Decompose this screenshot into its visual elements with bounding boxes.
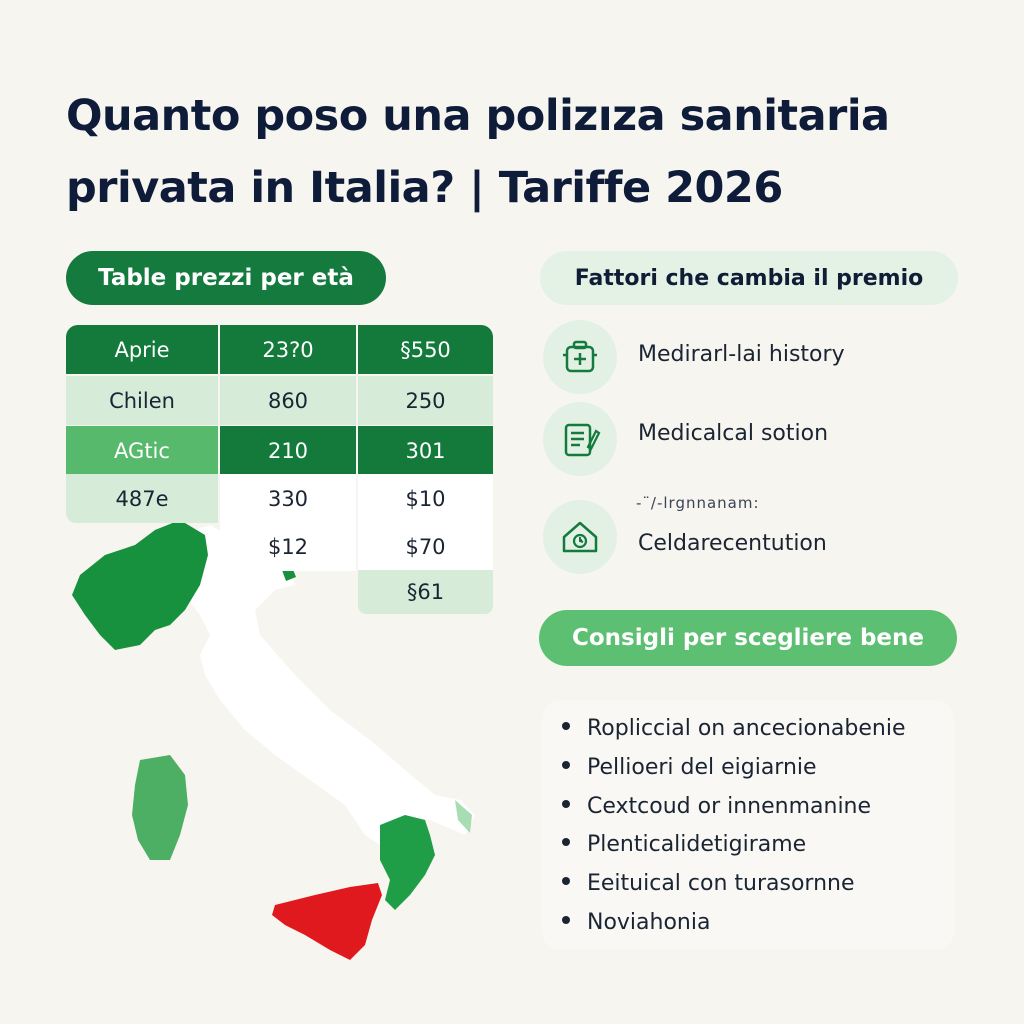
map-peninsula <box>170 525 475 845</box>
table-cell: $12 <box>220 522 356 571</box>
map-south-region <box>380 815 435 910</box>
italy-map-illustration <box>72 520 475 960</box>
tips-heading-text: Consigli per scegliere bene <box>571 625 925 651</box>
list-item-text: Plenticalidetigirame <box>587 832 807 858</box>
medical-kit-icon <box>543 320 617 394</box>
table-cell: §550 <box>358 325 493 374</box>
list-item: Ropliccial on ancecionabenie <box>562 710 905 749</box>
table-cell: 860 <box>220 376 356 425</box>
list-item-text: Ropliccial on ancecionabenie <box>587 716 906 741</box>
map-puglia-tip <box>455 800 472 833</box>
table-cell: Aprie <box>66 325 218 374</box>
list-item: Noviahonia <box>562 904 905 943</box>
factor-label: Celdarecentution <box>638 531 827 556</box>
tips-list: Ropliccial on ancecionabenie Pellioeri d… <box>562 710 905 943</box>
table-cell: $10 <box>358 474 493 523</box>
table-cell: 487e <box>66 474 218 523</box>
table-cell: 250 <box>358 376 493 425</box>
map-sardinia <box>132 755 188 860</box>
list-item-text: Pellioeri del eigiarnie <box>587 754 817 780</box>
factor-label: Medicalcal sotion <box>638 421 829 446</box>
list-item: Eeituical con turasornne <box>562 865 905 904</box>
table-cell: 330 <box>220 474 356 523</box>
factor-label: Medirarl-lai history <box>638 342 845 367</box>
factors-heading: Fattori che cambia il premio <box>540 251 958 305</box>
factors-heading-text: Fattori che cambia il premio <box>574 265 924 291</box>
table-cell: 301 <box>358 426 493 475</box>
list-item-text: Noviahonia <box>587 909 711 935</box>
table-cell: §61 <box>358 570 493 614</box>
table-cell: $70 <box>358 522 493 571</box>
list-item: Pellioeri del eigiarnie <box>562 749 905 788</box>
price-table-heading: Table prezzi per età <box>66 251 386 305</box>
price-table-heading-text: Table prezzi per età <box>98 265 354 291</box>
table-cell: 210 <box>220 426 356 475</box>
table-cell: Chilen <box>66 376 218 425</box>
bullet-icon <box>562 760 570 769</box>
list-item-text: Cextcoud or innenmanine <box>587 793 872 819</box>
house-clock-icon <box>543 500 617 574</box>
bullet-icon <box>562 799 570 808</box>
title-line-2: privata in Italia? | Tariffe 2026 <box>66 163 783 213</box>
table-cell: 23?0 <box>220 325 356 374</box>
list-item: Cextcoud or innenmanine <box>562 788 905 827</box>
tips-card <box>542 700 954 950</box>
page-title: Quanto poso una polizıza sanitaria priva… <box>66 80 966 224</box>
title-line-1: Quanto poso una polizıza sanitaria <box>66 91 890 141</box>
map-north-region <box>72 520 208 650</box>
map-sicily <box>272 883 382 960</box>
tips-heading: Consigli per scegliere bene <box>539 610 957 666</box>
factor-note: -¨/-lrgnnanam: <box>636 494 760 512</box>
bullet-icon <box>562 722 570 730</box>
table-cell: AGtic <box>66 426 218 475</box>
list-item-text: Eeituical con turasornne <box>587 871 855 897</box>
clipboard-pen-icon <box>543 402 617 476</box>
bullet-icon <box>562 877 570 886</box>
bullet-icon <box>562 838 570 847</box>
list-item: Plenticalidetigirame <box>562 826 905 865</box>
bullet-icon <box>562 915 570 924</box>
